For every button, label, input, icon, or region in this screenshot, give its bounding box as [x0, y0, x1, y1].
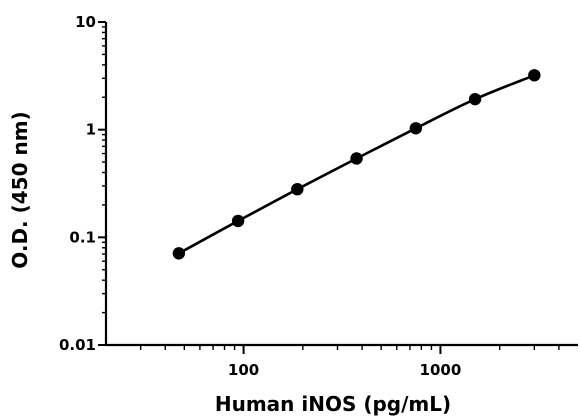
x-axis-title: Human iNOS (pg/mL) [215, 392, 451, 416]
data-point [409, 122, 423, 135]
x-axis: 100 1000 [106, 343, 578, 379]
y-tick-label: 0.01 [59, 336, 96, 354]
y-axis-title: O.D. (450 nm) [8, 111, 32, 268]
data-point [468, 92, 482, 106]
x-tick-label: 1000 [420, 361, 462, 379]
data-point [528, 69, 541, 82]
data-point [350, 152, 363, 165]
data-point [231, 214, 245, 228]
data-point [291, 182, 304, 196]
y-tick-label: 10 [75, 13, 96, 31]
data-point [172, 247, 186, 260]
y-tick-label: 1 [86, 121, 96, 139]
plot-area [172, 69, 541, 260]
y-axis: 0.01 0.1 1 10 [59, 13, 108, 354]
y-tick-label: 0.1 [69, 228, 96, 246]
x-tick-label: 100 [228, 361, 259, 379]
